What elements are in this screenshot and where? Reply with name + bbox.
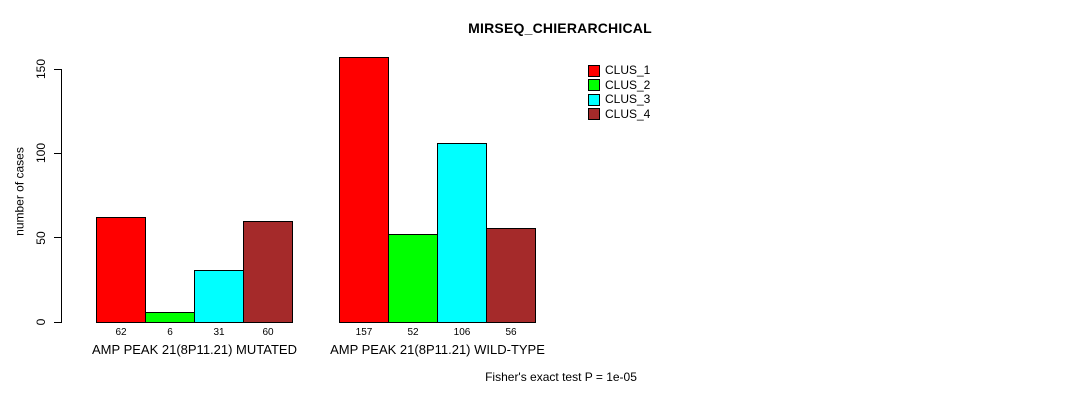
legend-swatch [588,93,600,106]
bar [339,57,389,323]
bar-value-label: 62 [115,327,127,338]
y-axis-line [61,69,62,323]
legend-item: CLUS_3 [588,93,650,106]
bar-value-label: 60 [262,327,274,338]
bar [437,143,487,323]
bar [243,220,293,323]
y-tick-label: 50 [34,230,48,245]
y-tick [54,321,61,323]
bar [486,227,536,323]
legend-label: CLUS_1 [605,63,651,77]
legend-label: CLUS_3 [605,92,651,107]
bar-value-label: 106 [453,327,471,338]
legend-item: CLUS_1 [588,64,650,77]
y-tick-label: 100 [34,143,48,164]
y-tick-label: 150 [34,58,48,80]
group-label: AMP PEAK 21(8P11.21) MUTATED [92,342,297,357]
group-label: AMP PEAK 21(8P11.21) WILD-TYPE [330,342,545,357]
legend-item: CLUS_2 [588,77,651,92]
bar-value-label: 56 [505,327,517,338]
legend-label: CLUS_4 [605,106,651,121]
footer-annotation: Fisher's exact test P = 1e-05 [485,370,637,384]
bar-value-label: 157 [355,327,373,338]
y-axis-label: number of cases [12,147,27,236]
bar [145,311,195,323]
legend-swatch [588,79,600,92]
bar-value-label: 31 [213,327,225,338]
y-tick [54,152,61,154]
chart-title: MIRSEQ_CHIERARCHICAL [468,20,652,36]
y-tick [54,68,61,70]
y-tick-label: 0 [34,318,48,326]
legend-item: CLUS_4 [588,106,651,121]
bar [194,269,244,323]
bar-value-label: 52 [407,327,419,338]
y-tick [54,237,61,239]
bar [96,217,146,323]
legend-swatch [588,108,600,121]
bar-value-label: 6 [167,327,173,338]
legend-swatch [588,64,600,77]
bar [388,234,438,323]
legend-label: CLUS_2 [605,77,651,92]
